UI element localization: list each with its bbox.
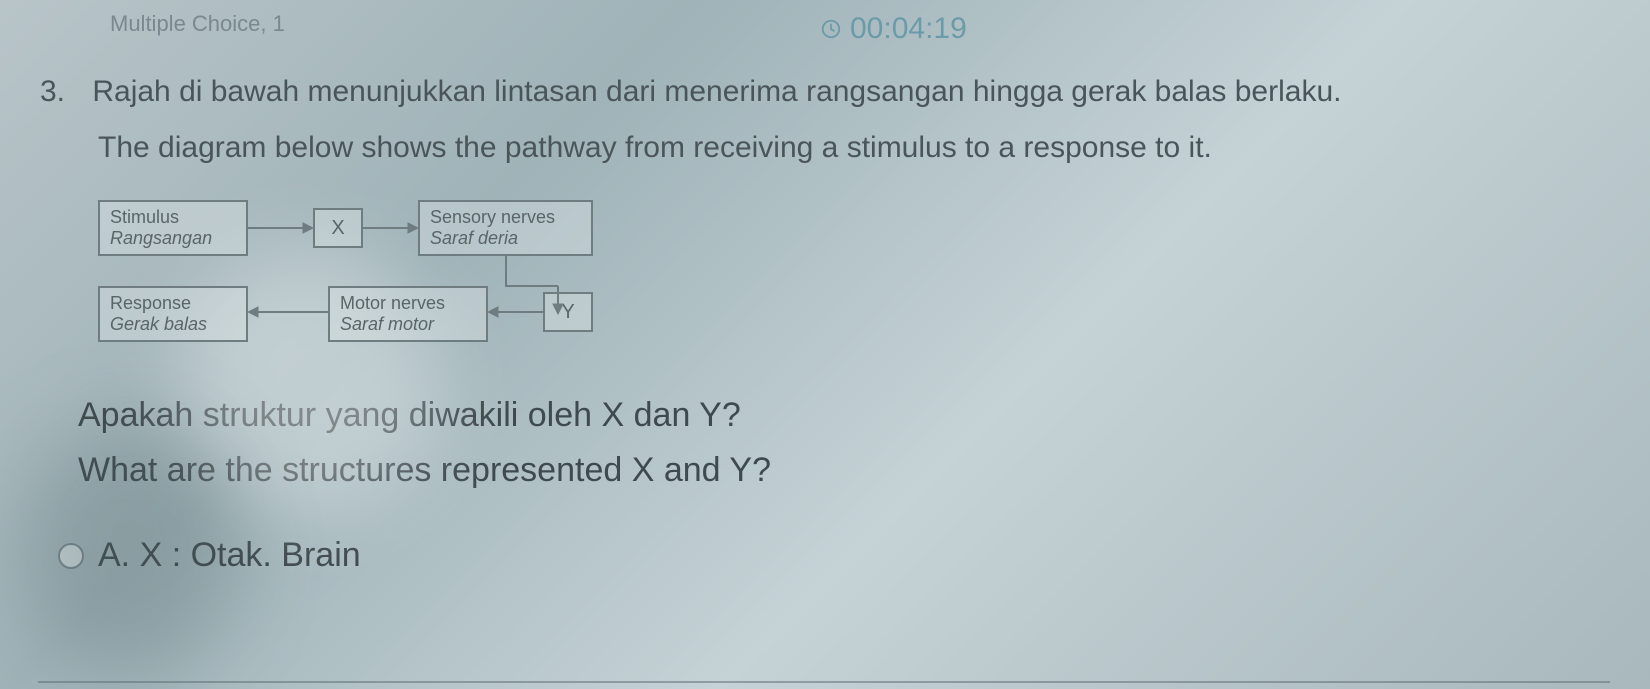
node-response-en: Response [110, 293, 236, 314]
node-sensory-en: Sensory nerves [430, 207, 581, 228]
node-x-label: X [331, 217, 344, 240]
edge-x-sensory [363, 220, 418, 236]
node-stimulus-ms: Rangsangan [110, 228, 236, 249]
node-motor-ms: Saraf motor [340, 314, 476, 335]
node-motor: Motor nerves Saraf motor [328, 286, 488, 342]
node-sensory: Sensory nerves Saraf deria [418, 200, 593, 256]
option-a-value: X : Otak. Brain [140, 536, 361, 574]
clock-icon [820, 18, 842, 40]
option-a-text: A. X : Otak. Brain [98, 536, 361, 575]
edge-motor-response [248, 304, 328, 320]
sub-question: Apakah struktur yang diwakili oleh X dan… [78, 396, 1610, 490]
node-motor-en: Motor nerves [340, 293, 476, 314]
pathway-diagram: Stimulus Rangsangan X Sensory nerves Sar… [98, 200, 778, 370]
sub-question-en: What are the structures represented X an… [78, 451, 1610, 490]
edge-stimulus-x [248, 220, 313, 236]
question-number: 3. [40, 68, 84, 116]
question-line-ms: 3. Rajah di bawah menunjukkan lintasan d… [40, 68, 1610, 116]
option-divider [38, 681, 1610, 683]
node-x: X [313, 208, 363, 248]
node-response: Response Gerak balas [98, 286, 248, 342]
radio-icon[interactable] [58, 543, 84, 569]
node-sensory-ms: Saraf deria [430, 228, 581, 249]
question-block: 3. Rajah di bawah menunjukkan lintasan d… [40, 68, 1610, 172]
node-response-ms: Gerak balas [110, 314, 236, 335]
node-stimulus-en: Stimulus [110, 207, 236, 228]
question-page: Multiple Choice, 1 00:04:19 3. Rajah di … [0, 0, 1650, 689]
node-stimulus: Stimulus Rangsangan [98, 200, 248, 256]
question-text-en: The diagram below shows the pathway from… [98, 124, 1610, 172]
sub-question-ms: Apakah struktur yang diwakili oleh X dan… [78, 396, 1610, 435]
timer: 00:04:19 [820, 12, 967, 46]
edge-y-motor [488, 304, 543, 320]
timer-value: 00:04:19 [850, 12, 967, 46]
question-text-ms: Rajah di bawah menunjukkan lintasan dari… [92, 75, 1341, 108]
option-a-row[interactable]: A. X : Otak. Brain [58, 536, 1610, 575]
mode-label: Multiple Choice, 1 [110, 11, 285, 37]
